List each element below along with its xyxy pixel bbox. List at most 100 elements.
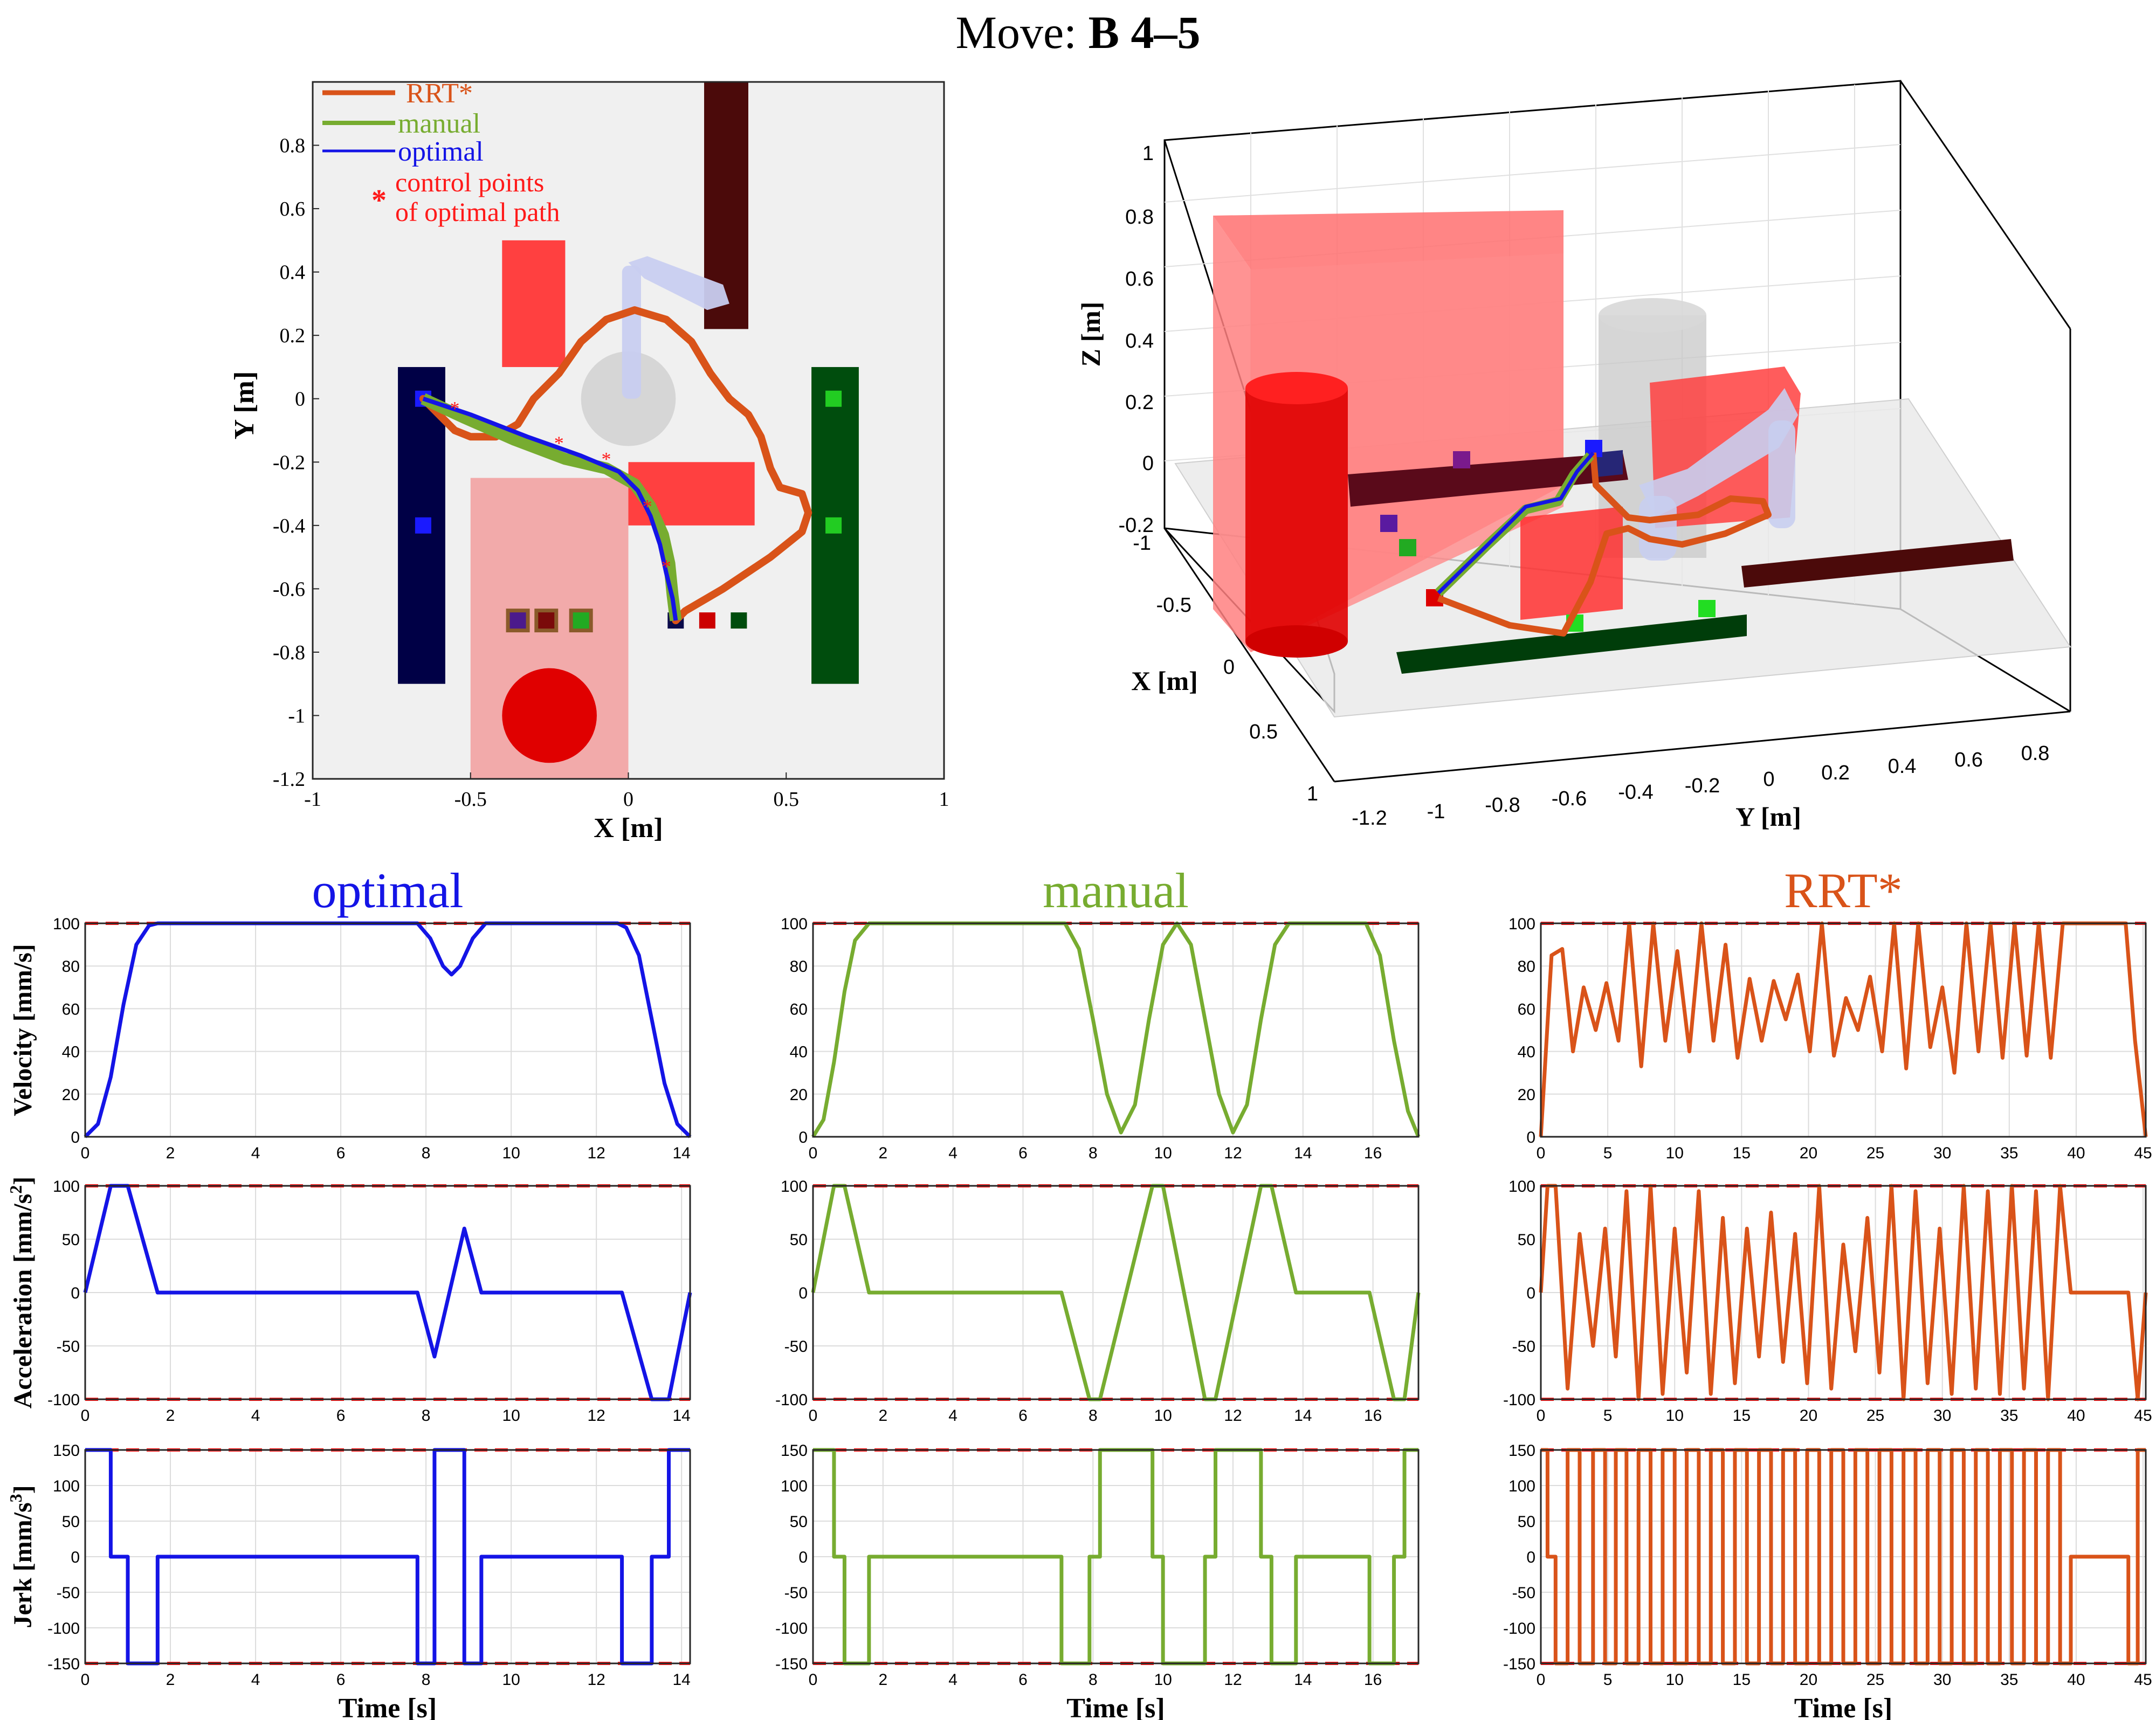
robot-arm-link — [622, 265, 641, 399]
x-tick-label: 5 — [1603, 1407, 1613, 1425]
x-tick-label: 12 — [1224, 1671, 1242, 1689]
x-tick-label: 0 — [809, 1144, 818, 1162]
y-tick-label: -100 — [775, 1620, 808, 1638]
x-tick-label: 8 — [1089, 1671, 1098, 1689]
x-tick-label: 4 — [948, 1144, 958, 1162]
series-line — [811, 1184, 1421, 1401]
y-tick-label: 0 — [295, 388, 305, 411]
x-tick-label: 8 — [422, 1671, 431, 1689]
y-axis-label-close: ] — [9, 1177, 37, 1185]
y-tick-label: -150 — [775, 1655, 808, 1673]
panel-frame — [84, 1449, 691, 1664]
y-tick-label: -100 — [47, 1391, 80, 1409]
x-tick-label: 6 — [336, 1144, 346, 1162]
position-marker — [415, 517, 431, 534]
x-tick-label: 0 — [623, 788, 633, 811]
x-tick-label: 0 — [81, 1144, 90, 1162]
x-tick-label: 6 — [336, 1671, 346, 1689]
x-tick-label: 10 — [1666, 1144, 1684, 1162]
y3d-tick-label: -0.2 — [1685, 775, 1720, 797]
panel-title: optimal — [312, 863, 463, 918]
control-point-star: * — [662, 556, 671, 577]
y3d-tick-label: 0 — [1763, 768, 1774, 791]
x-axis-label: Time [s] — [1794, 1693, 1892, 1720]
y-tick-label: 50 — [1518, 1513, 1535, 1531]
y-tick-label: 20 — [790, 1086, 808, 1104]
x-tick-label: 4 — [251, 1671, 260, 1689]
legend-label: manual — [398, 108, 480, 139]
3d-x-axis-label: X [m] — [1131, 666, 1198, 696]
top-view-chart: *****-1 -0.5 0 0.5 1-1.2-1-0.8-0.6-0.4-0.200… — [229, 78, 949, 844]
x-tick-label: 0.5 — [774, 788, 800, 811]
x-tick-label: 12 — [1224, 1407, 1242, 1425]
legend-label: RRT* — [406, 78, 473, 109]
panel-frame — [812, 922, 1420, 1138]
view-3d-chart: -0.2 0 0.2 0.4 0.6 0.8 1 -1 -0.5 0 0.5 1 -1.2 -1 -0.8 -… — [1076, 80, 2071, 832]
y-axis-label-close: ] — [9, 1485, 37, 1494]
x-tick-label: 2 — [166, 1407, 175, 1425]
x-tick-label: 10 — [1154, 1671, 1172, 1689]
y-axis-label-superscript: 2 — [6, 1185, 25, 1194]
x-tick-label: 40 — [2067, 1144, 2085, 1162]
x-tick-label: 14 — [673, 1407, 691, 1425]
y-tick-label: -150 — [47, 1655, 80, 1673]
y-tick-label: -0.8 — [273, 641, 305, 664]
x-axis-label: X [m] — [594, 813, 663, 844]
x-tick-label: 45 — [2134, 1671, 2152, 1689]
panel-rrt-acceleration: 0 5 10 15 20 25 30 35 40 45 -100 -50 0 50 100 — [1503, 1178, 2152, 1425]
y3d-tick-label: 0.6 — [1954, 749, 1983, 771]
y-axis-label-text: Acceleration [mm/s — [9, 1194, 37, 1409]
control-point-star: * — [450, 397, 459, 419]
panel-optimal-velocity: 0 2 4 6 8 10 12 14 0 20 40 60 80 100 optimal Velocity [… — [9, 863, 692, 1162]
x-tick-label: 2 — [166, 1671, 175, 1689]
x-tick-label: 14 — [1294, 1671, 1312, 1689]
y-tick-label: -100 — [47, 1620, 80, 1638]
x-tick-label: 2 — [878, 1407, 887, 1425]
x-tick-label: 4 — [948, 1671, 958, 1689]
y3d-tick-label: 0.4 — [1888, 755, 1917, 778]
y3d-tick-label: -0.6 — [1552, 788, 1587, 810]
y-axis-label: Acceleration [mm/s2] — [6, 1177, 37, 1409]
y-tick-label: 80 — [790, 958, 808, 976]
obstacle-rect — [502, 240, 566, 367]
x-tick-label: 14 — [1294, 1144, 1312, 1162]
x-tick-label: 6 — [336, 1407, 346, 1425]
x-tick-label: 30 — [1933, 1144, 1951, 1162]
y-tick-label: 50 — [62, 1231, 80, 1249]
y-tick-label: 0 — [798, 1284, 808, 1302]
control-point-star: * — [602, 448, 611, 469]
y-tick-label: 150 — [781, 1442, 808, 1460]
panel-rrt-velocity: 0 5 10 15 20 25 30 35 40 45 0 20 40 60 80 100 RRT* — [1508, 863, 2152, 1162]
y-tick-label: 100 — [1508, 1477, 1535, 1495]
y3d-tick-label: -0.4 — [1618, 781, 1653, 804]
x-tick-label: 6 — [1018, 1407, 1028, 1425]
y-tick-label: 0 — [798, 1549, 808, 1566]
x-tick-label: 1 — [939, 788, 949, 811]
x-tick-label: 0 — [809, 1407, 818, 1425]
y-tick-label: -0.2 — [273, 451, 305, 474]
position-marker — [538, 612, 555, 629]
z-tick-label: 1 — [1142, 142, 1154, 165]
panel-manual-jerk: 0 2 4 6 8 10 12 14 16 -150 -100 -50 0 50 100 150 Time [s… — [775, 1442, 1420, 1720]
y-tick-label: -50 — [57, 1338, 80, 1356]
3d-path-rrt — [1437, 452, 1772, 637]
y3d-tick-label: -0.8 — [1485, 794, 1520, 817]
x-tick-label: 5 — [1603, 1671, 1613, 1689]
z-tick-label: 0.8 — [1125, 206, 1154, 229]
y-axis-label-superscript: 3 — [6, 1494, 25, 1502]
x-tick-label: 0 — [809, 1671, 818, 1689]
x-tick-label: 0 — [1537, 1144, 1546, 1162]
x-tick-label: 6 — [1018, 1144, 1028, 1162]
position-marker — [509, 612, 526, 629]
x-tick-label: 8 — [422, 1407, 431, 1425]
x-tick-label: 4 — [948, 1407, 958, 1425]
x3d-tick-label: -1 — [1133, 532, 1151, 555]
z-tick-label: 0.2 — [1125, 391, 1154, 414]
x-tick-label: 10 — [502, 1144, 520, 1162]
y3d-tick-label: 0.8 — [2021, 742, 2050, 765]
legend-label: optimal — [398, 136, 484, 167]
x-tick-label: 20 — [1800, 1407, 1817, 1425]
path-manual — [421, 393, 682, 621]
panel-background — [813, 923, 1418, 1137]
x3d-tick-label: 1 — [1307, 783, 1318, 805]
